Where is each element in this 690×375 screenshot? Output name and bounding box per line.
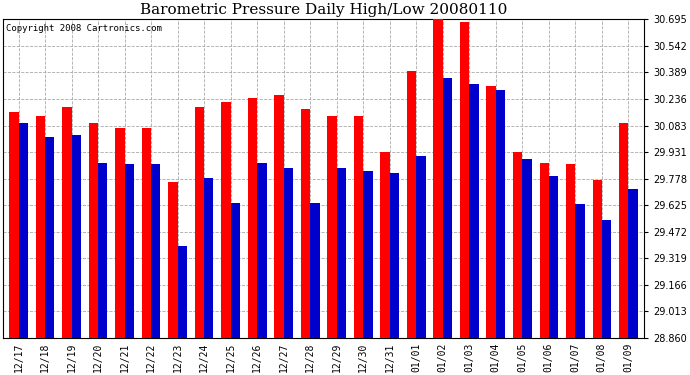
- Bar: [496, 90, 505, 338]
- Bar: [151, 164, 161, 338]
- Bar: [337, 168, 346, 338]
- Bar: [98, 163, 108, 338]
- Bar: [72, 135, 81, 338]
- Bar: [168, 182, 178, 338]
- Bar: [301, 109, 310, 338]
- Bar: [115, 128, 125, 338]
- Bar: [380, 152, 390, 338]
- Bar: [36, 116, 45, 338]
- Bar: [469, 84, 479, 338]
- Bar: [433, 17, 443, 338]
- Bar: [354, 116, 363, 338]
- Title: Barometric Pressure Daily High/Low 20080110: Barometric Pressure Daily High/Low 20080…: [140, 3, 507, 17]
- Bar: [619, 123, 629, 338]
- Bar: [513, 152, 522, 338]
- Bar: [407, 70, 416, 338]
- Bar: [593, 180, 602, 338]
- Bar: [89, 123, 98, 338]
- Bar: [310, 202, 319, 338]
- Bar: [602, 220, 611, 338]
- Bar: [221, 102, 230, 338]
- Bar: [540, 163, 549, 338]
- Bar: [204, 178, 213, 338]
- Bar: [629, 189, 638, 338]
- Bar: [486, 86, 496, 338]
- Bar: [443, 78, 452, 338]
- Bar: [19, 123, 28, 338]
- Bar: [390, 173, 399, 338]
- Bar: [230, 202, 240, 338]
- Bar: [62, 107, 72, 338]
- Bar: [363, 171, 373, 338]
- Bar: [522, 159, 531, 338]
- Bar: [10, 112, 19, 338]
- Bar: [575, 204, 584, 338]
- Bar: [566, 164, 575, 338]
- Bar: [142, 128, 151, 338]
- Bar: [549, 177, 558, 338]
- Bar: [125, 164, 134, 338]
- Text: Copyright 2008 Cartronics.com: Copyright 2008 Cartronics.com: [6, 24, 162, 33]
- Bar: [45, 136, 55, 338]
- Bar: [460, 22, 469, 338]
- Bar: [248, 98, 257, 338]
- Bar: [178, 246, 187, 338]
- Bar: [275, 95, 284, 338]
- Bar: [257, 163, 266, 338]
- Bar: [416, 156, 426, 338]
- Bar: [195, 107, 204, 338]
- Bar: [328, 116, 337, 338]
- Bar: [284, 168, 293, 338]
